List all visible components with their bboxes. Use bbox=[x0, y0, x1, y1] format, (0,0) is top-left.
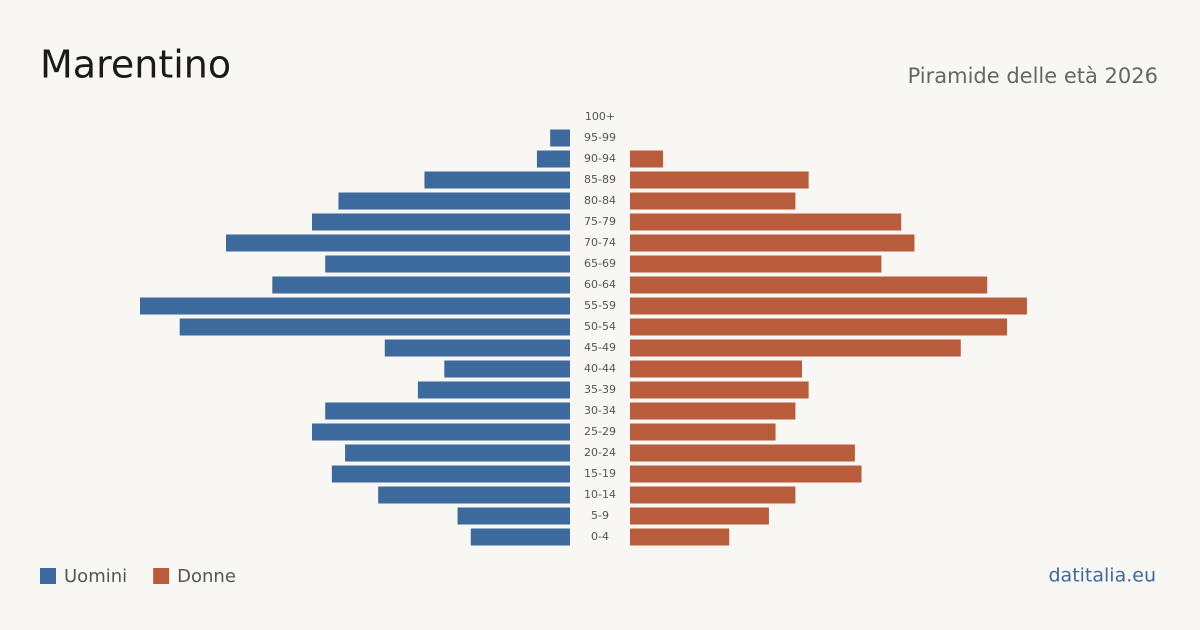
age-label: 70-74 bbox=[584, 236, 616, 249]
bar bbox=[550, 129, 570, 147]
bar bbox=[630, 402, 796, 420]
bar bbox=[630, 192, 796, 210]
bar bbox=[378, 486, 570, 504]
source: datitalia.eu bbox=[1049, 565, 1157, 587]
bar bbox=[630, 213, 902, 231]
bar bbox=[630, 507, 769, 525]
bar bbox=[457, 507, 570, 525]
bar bbox=[630, 486, 796, 504]
legend-swatch bbox=[153, 568, 170, 584]
bar bbox=[312, 213, 570, 231]
chart-subtitle: Piramide delle età 2026 bbox=[908, 64, 1158, 88]
bar bbox=[325, 255, 570, 273]
age-label: 15-19 bbox=[584, 467, 616, 480]
bar bbox=[630, 381, 809, 399]
age-label: 65-69 bbox=[584, 257, 616, 270]
age-label: 100+ bbox=[585, 110, 615, 123]
bar bbox=[312, 423, 570, 441]
age-label: 35-39 bbox=[584, 383, 616, 396]
bar bbox=[384, 339, 570, 357]
bar bbox=[272, 276, 570, 294]
age-label: 95-99 bbox=[584, 131, 616, 144]
bar bbox=[536, 150, 570, 168]
bar bbox=[140, 297, 570, 315]
chart-title: Marentino bbox=[40, 43, 231, 87]
bar bbox=[226, 234, 570, 252]
bar bbox=[630, 339, 961, 357]
bar bbox=[179, 318, 570, 336]
bar bbox=[630, 234, 915, 252]
age-label: 10-14 bbox=[584, 488, 616, 501]
age-label: 50-54 bbox=[584, 320, 616, 333]
legend-swatch bbox=[40, 568, 56, 584]
bar bbox=[630, 318, 1008, 336]
bar bbox=[630, 360, 802, 378]
bar bbox=[417, 381, 570, 399]
age-label: 85-89 bbox=[584, 173, 616, 186]
bar bbox=[331, 465, 570, 483]
bar bbox=[338, 192, 570, 210]
age-label: 0-4 bbox=[591, 530, 609, 543]
bar bbox=[630, 150, 664, 168]
age-label: 25-29 bbox=[584, 425, 616, 438]
bar bbox=[630, 297, 1027, 315]
age-label: 5-9 bbox=[591, 509, 609, 522]
bar bbox=[630, 444, 855, 462]
age-label: 60-64 bbox=[584, 278, 616, 291]
bar bbox=[630, 423, 776, 441]
age-label: 80-84 bbox=[584, 194, 616, 207]
age-label: 30-34 bbox=[584, 404, 616, 417]
bar bbox=[470, 528, 570, 546]
age-label: 40-44 bbox=[584, 362, 616, 375]
bar bbox=[325, 402, 570, 420]
bar bbox=[630, 171, 809, 189]
bar bbox=[424, 171, 570, 189]
age-label: 90-94 bbox=[584, 152, 616, 165]
bar bbox=[630, 276, 988, 294]
bar bbox=[345, 444, 570, 462]
bar bbox=[444, 360, 570, 378]
age-label: 55-59 bbox=[584, 299, 616, 312]
age-label: 20-24 bbox=[584, 446, 616, 459]
age-label: 75-79 bbox=[584, 215, 616, 228]
age-label: 45-49 bbox=[584, 341, 616, 354]
bar bbox=[630, 255, 882, 273]
legend-label: Uomini bbox=[64, 566, 127, 587]
bar bbox=[630, 465, 862, 483]
bar bbox=[630, 528, 730, 546]
legend-label: Donne bbox=[177, 566, 236, 587]
